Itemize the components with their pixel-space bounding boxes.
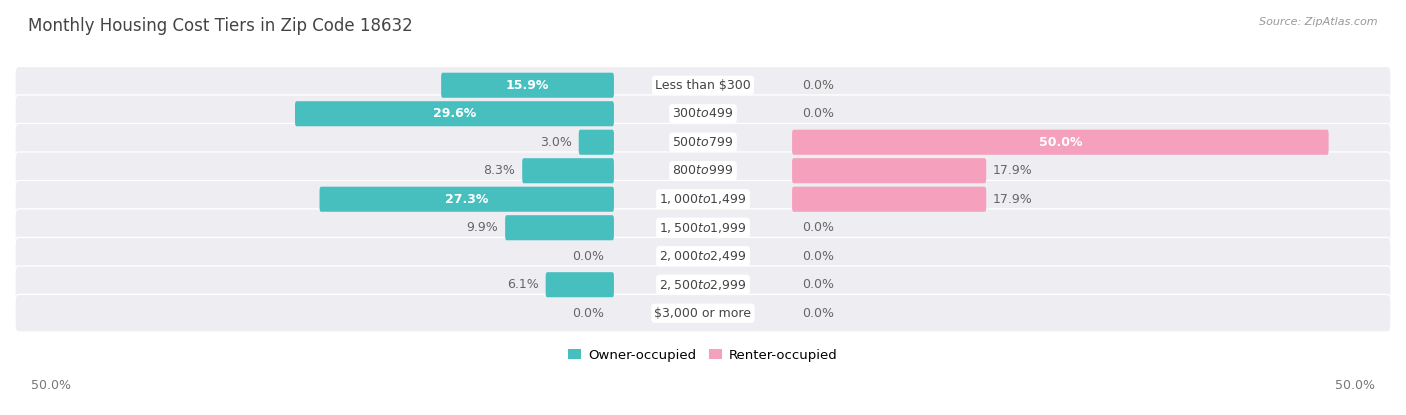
Text: $3,000 or more: $3,000 or more — [655, 307, 751, 320]
Text: Source: ZipAtlas.com: Source: ZipAtlas.com — [1260, 17, 1378, 27]
Text: $500 to $799: $500 to $799 — [672, 136, 734, 149]
FancyBboxPatch shape — [15, 181, 1391, 218]
Text: 17.9%: 17.9% — [993, 164, 1033, 177]
Text: 15.9%: 15.9% — [506, 79, 550, 92]
FancyBboxPatch shape — [15, 237, 1391, 275]
FancyBboxPatch shape — [15, 209, 1391, 247]
Text: Less than $300: Less than $300 — [655, 79, 751, 92]
FancyBboxPatch shape — [15, 66, 1391, 104]
FancyBboxPatch shape — [15, 123, 1391, 161]
Text: $800 to $999: $800 to $999 — [672, 164, 734, 177]
Text: 9.9%: 9.9% — [467, 221, 498, 234]
Text: $1,500 to $1,999: $1,500 to $1,999 — [659, 221, 747, 235]
Text: 0.0%: 0.0% — [572, 250, 603, 263]
Text: 0.0%: 0.0% — [803, 79, 834, 92]
Text: $300 to $499: $300 to $499 — [672, 107, 734, 120]
Text: 0.0%: 0.0% — [803, 278, 834, 291]
FancyBboxPatch shape — [505, 215, 614, 240]
Text: 0.0%: 0.0% — [803, 250, 834, 263]
Text: $2,000 to $2,499: $2,000 to $2,499 — [659, 249, 747, 263]
Text: 50.0%: 50.0% — [1039, 136, 1083, 149]
FancyBboxPatch shape — [15, 152, 1391, 190]
Text: 0.0%: 0.0% — [803, 107, 834, 120]
FancyBboxPatch shape — [792, 187, 986, 212]
Legend: Owner-occupied, Renter-occupied: Owner-occupied, Renter-occupied — [562, 343, 844, 367]
Text: 29.6%: 29.6% — [433, 107, 477, 120]
FancyBboxPatch shape — [441, 73, 614, 98]
Text: 8.3%: 8.3% — [484, 164, 515, 177]
Text: 0.0%: 0.0% — [803, 221, 834, 234]
Text: 27.3%: 27.3% — [446, 193, 488, 206]
FancyBboxPatch shape — [579, 130, 614, 155]
FancyBboxPatch shape — [15, 95, 1391, 132]
FancyBboxPatch shape — [546, 272, 614, 297]
FancyBboxPatch shape — [522, 158, 614, 183]
Text: Monthly Housing Cost Tiers in Zip Code 18632: Monthly Housing Cost Tiers in Zip Code 1… — [28, 17, 413, 34]
Text: 3.0%: 3.0% — [540, 136, 572, 149]
FancyBboxPatch shape — [319, 187, 614, 212]
FancyBboxPatch shape — [15, 294, 1391, 332]
Text: 17.9%: 17.9% — [993, 193, 1033, 206]
FancyBboxPatch shape — [295, 101, 614, 126]
Text: $2,500 to $2,999: $2,500 to $2,999 — [659, 278, 747, 292]
Text: 0.0%: 0.0% — [572, 307, 603, 320]
Text: 6.1%: 6.1% — [508, 278, 538, 291]
FancyBboxPatch shape — [792, 158, 986, 183]
FancyBboxPatch shape — [792, 130, 1329, 155]
FancyBboxPatch shape — [15, 266, 1391, 303]
Text: 50.0%: 50.0% — [31, 379, 70, 392]
Text: $1,000 to $1,499: $1,000 to $1,499 — [659, 192, 747, 206]
Text: 0.0%: 0.0% — [803, 307, 834, 320]
Text: 50.0%: 50.0% — [1336, 379, 1375, 392]
